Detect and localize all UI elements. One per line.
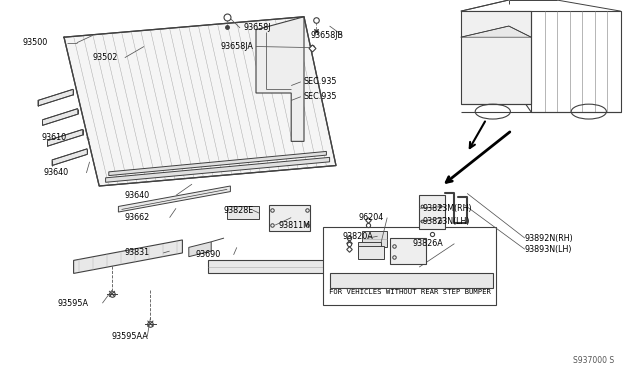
Text: 93640: 93640	[125, 191, 150, 200]
Text: 93640: 93640	[44, 169, 68, 177]
Polygon shape	[52, 149, 87, 166]
Text: 93828E: 93828E	[224, 206, 254, 215]
Polygon shape	[64, 17, 336, 186]
Polygon shape	[189, 242, 211, 257]
Polygon shape	[47, 129, 83, 146]
Polygon shape	[461, 26, 531, 37]
Polygon shape	[390, 238, 426, 264]
Text: 93823M(RH): 93823M(RH)	[422, 204, 472, 213]
Polygon shape	[358, 242, 381, 257]
Polygon shape	[208, 260, 419, 273]
Text: 93595AA: 93595AA	[112, 332, 148, 341]
Text: 93658J: 93658J	[243, 23, 271, 32]
Text: 93658JB: 93658JB	[310, 31, 344, 40]
Text: 93662: 93662	[125, 213, 150, 222]
Text: 93690: 93690	[195, 250, 220, 259]
Polygon shape	[42, 109, 77, 125]
Polygon shape	[118, 186, 230, 212]
Polygon shape	[227, 206, 259, 219]
Text: 96204: 96204	[358, 213, 383, 222]
Text: 93820A: 93820A	[342, 232, 373, 241]
Text: 93811M: 93811M	[278, 221, 310, 230]
Text: 93892N(RH): 93892N(RH)	[525, 234, 573, 243]
Text: 93502: 93502	[93, 53, 118, 62]
Text: 93595A: 93595A	[58, 299, 88, 308]
Text: 93831: 93831	[125, 248, 150, 257]
Polygon shape	[330, 273, 493, 288]
Bar	[323, 227, 496, 305]
Polygon shape	[38, 89, 73, 106]
Text: 93610: 93610	[42, 133, 67, 142]
Text: 93823N(LH): 93823N(LH)	[422, 217, 470, 226]
Text: SEC.935: SEC.935	[304, 92, 337, 101]
Text: 93658JA: 93658JA	[221, 42, 253, 51]
Polygon shape	[106, 157, 330, 182]
Text: 93826A: 93826A	[413, 239, 444, 248]
Text: 93500: 93500	[22, 38, 47, 47]
Text: FOR VEHICLES WITHOUT REAR STEP BUMPER: FOR VEHICLES WITHOUT REAR STEP BUMPER	[329, 289, 490, 295]
Text: SEC.935: SEC.935	[304, 77, 337, 86]
Polygon shape	[109, 151, 326, 176]
Polygon shape	[256, 17, 304, 141]
Text: S937000 S: S937000 S	[573, 356, 614, 365]
Polygon shape	[362, 231, 387, 247]
Polygon shape	[419, 195, 445, 229]
Text: 93893N(LH): 93893N(LH)	[525, 245, 572, 254]
Polygon shape	[74, 240, 182, 273]
Polygon shape	[358, 246, 384, 259]
Polygon shape	[269, 205, 310, 231]
Polygon shape	[461, 11, 621, 112]
Polygon shape	[461, 11, 531, 104]
